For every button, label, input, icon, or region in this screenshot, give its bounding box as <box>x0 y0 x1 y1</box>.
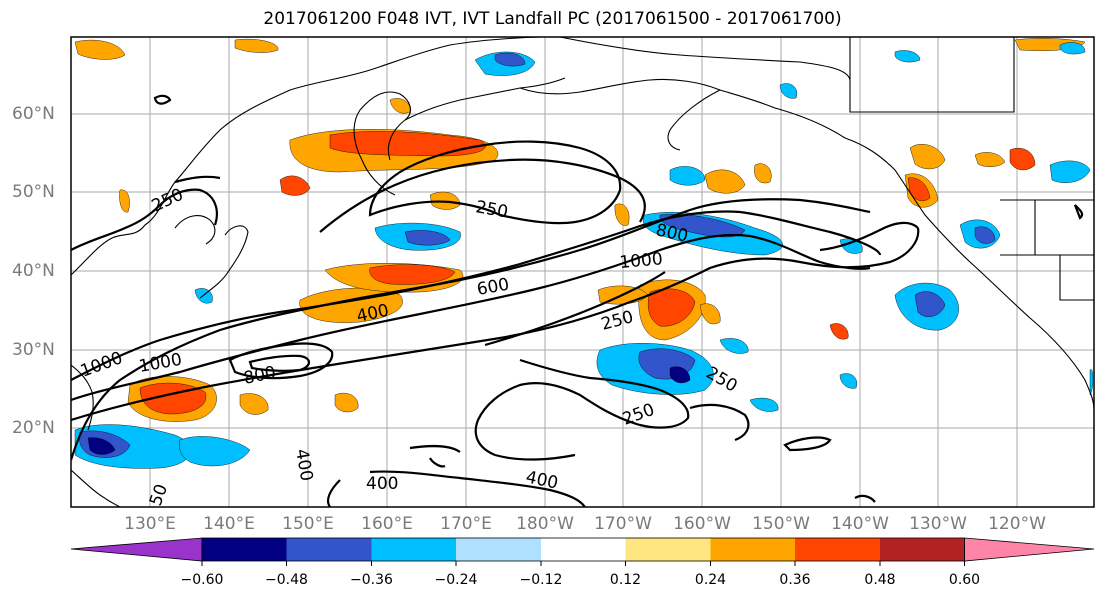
lon-label: 120°W <box>988 514 1046 534</box>
anomaly-patch <box>614 203 630 226</box>
anomaly-patch <box>647 288 696 327</box>
colorbar-segment <box>795 538 880 561</box>
colorbar-segment <box>625 538 711 561</box>
anomaly-patch <box>749 397 779 412</box>
colorbar-tick-label: 0.36 <box>779 572 811 588</box>
colorbar-tick-label: −0.24 <box>434 572 478 588</box>
colorbar-segment <box>70 537 203 562</box>
lon-label: 140°W <box>831 514 889 534</box>
lon-label: 160°W <box>673 514 731 534</box>
anomaly-patch <box>974 152 1006 167</box>
anomaly-patch <box>719 338 749 354</box>
map-frame <box>70 36 1095 508</box>
anomaly-patch <box>87 437 116 455</box>
anomaly-patch <box>404 230 451 246</box>
colorbar-tick-label: 0.24 <box>694 572 727 588</box>
lon-label: 170°E <box>440 514 492 534</box>
lon-label: 130°W <box>909 514 967 534</box>
anomaly-patch <box>914 291 946 317</box>
anomaly-patch <box>119 189 130 213</box>
anomaly-patch <box>239 393 269 415</box>
lon-label: 150°W <box>752 514 810 534</box>
contour-label: 1000 <box>619 249 664 273</box>
lat-label: 30°N <box>12 340 55 360</box>
anomaly-patch <box>659 214 746 238</box>
colorbar-segment <box>880 538 965 561</box>
anomaly-patch <box>699 303 721 325</box>
lon-label: 170°W <box>594 514 652 534</box>
lon-label: 130°E <box>124 514 176 534</box>
colorbar-tick-label: −0.12 <box>519 572 563 588</box>
anomaly-patch <box>1059 42 1086 55</box>
colorbar-frame <box>201 537 965 562</box>
anomaly-patch <box>1009 147 1036 171</box>
map-panel: 250 250 800 1000 600 400 250 1000 1000 8… <box>71 37 1094 507</box>
anomaly-patch <box>829 323 849 340</box>
lat-label: 40°N <box>12 261 55 281</box>
anomaly-patch <box>669 166 706 186</box>
colorbar-segment <box>710 538 795 561</box>
lat-label: 50°N <box>12 182 55 202</box>
anomaly-patch <box>1049 160 1091 183</box>
negative-anomaly-patches <box>74 42 1094 469</box>
colorbar-segment <box>371 538 456 561</box>
colorbar-tick-label: 0.60 <box>948 572 981 588</box>
colorbar-segment <box>541 538 626 561</box>
colorbar-tick-label: 0.12 <box>609 572 642 588</box>
colorbar-segment <box>456 538 541 561</box>
anomaly-patch <box>974 226 996 244</box>
anomaly-patch <box>329 131 486 157</box>
lon-label: 160°E <box>361 514 413 534</box>
contour-label: 400 <box>366 474 398 494</box>
anomaly-patch <box>369 264 456 285</box>
colorbar-tick-label: −0.36 <box>350 572 393 588</box>
anomaly-patch <box>839 373 858 389</box>
colorbar-segment <box>202 538 287 561</box>
colorbar-tick-label: −0.48 <box>265 572 308 588</box>
anomaly-patch <box>494 52 526 67</box>
colorbar-tick-label: −0.60 <box>180 572 224 588</box>
colorbar <box>70 537 1095 566</box>
anomaly-patch <box>179 436 251 467</box>
anomaly-patch <box>74 39 126 60</box>
lon-label: 140°E <box>203 514 255 534</box>
anomaly-patch <box>894 50 921 63</box>
colorbar-tick-label: 0.48 <box>864 572 896 588</box>
lat-label: 20°N <box>12 418 55 438</box>
anomaly-patch <box>909 144 946 170</box>
anomaly-patch <box>754 163 772 184</box>
ivt-contours <box>71 94 1084 507</box>
anomaly-patch <box>234 38 279 53</box>
lon-label: 180°W <box>516 514 574 534</box>
anomaly-patch <box>1089 369 1094 396</box>
lon-label: 150°E <box>282 514 334 534</box>
coastlines <box>71 37 1094 507</box>
anomaly-patch <box>704 169 746 194</box>
figure-title: 2017061200 F048 IVT, IVT Landfall PC (20… <box>263 9 842 29</box>
anomaly-patch <box>779 83 798 99</box>
anomaly-patch <box>669 366 691 384</box>
anomaly-patch <box>279 175 311 196</box>
colorbar-segment <box>964 537 1095 562</box>
colorbar-segment <box>286 538 372 561</box>
anomaly-patch <box>334 392 359 413</box>
lat-label: 60°N <box>12 104 55 124</box>
